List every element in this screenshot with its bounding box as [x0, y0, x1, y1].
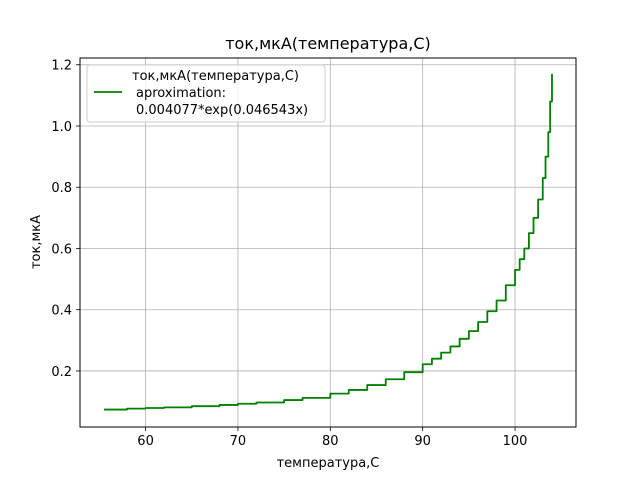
y-tick-label: 1.2: [51, 59, 72, 74]
y-tick-label: 0.8: [51, 181, 72, 196]
legend-line-2: aproximation:: [136, 86, 226, 101]
legend-box: [86, 64, 326, 123]
x-tick-label: 60: [137, 434, 154, 449]
x-tick-label: 80: [322, 434, 339, 449]
y-axis-label: ток,мкА: [29, 215, 44, 269]
legend-line-3: 0.004077*exp(0.046543x): [136, 103, 308, 118]
y-tick-label: 0.2: [51, 365, 72, 380]
grid: [80, 58, 576, 427]
y-tick-label: 0.4: [51, 304, 72, 319]
chart-title: ток,мкА(температура,С): [225, 34, 431, 53]
x-axis-label: температура,С: [277, 456, 380, 471]
y-axis: 0.2 0.4 0.6 0.8 1.0 1.2: [51, 59, 80, 380]
plot-area: [104, 73, 553, 411]
legend: ток,мкА(температура,С) aproximation: 0.0…: [86, 64, 326, 123]
y-tick-label: 1.0: [51, 120, 72, 135]
series-line: [104, 73, 553, 411]
y-tick-label: 0.6: [51, 242, 72, 257]
x-tick-label: 90: [414, 434, 431, 449]
x-tick-label: 70: [230, 434, 247, 449]
x-tick-label: 100: [503, 434, 528, 449]
x-axis: 60 70 80 90 100: [137, 427, 527, 449]
legend-line-1: ток,мкА(температура,С): [132, 69, 299, 84]
plot-frame: [79, 57, 577, 428]
